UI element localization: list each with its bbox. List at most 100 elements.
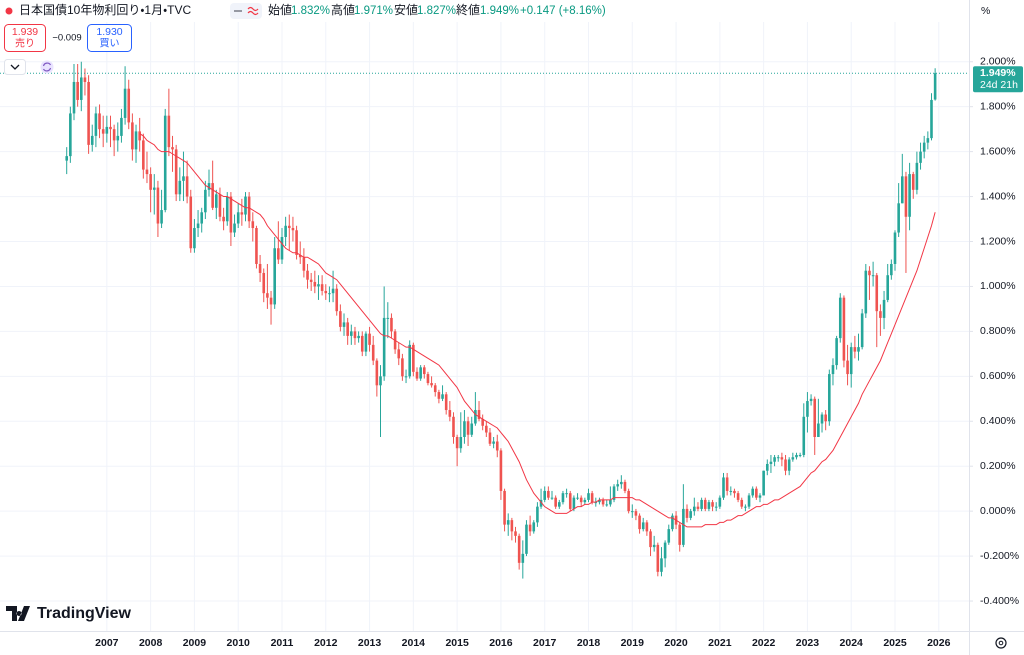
candle-body	[565, 493, 568, 495]
candle-body	[466, 421, 470, 435]
candle-body	[251, 221, 255, 229]
candle-body	[109, 126, 112, 130]
unit-label: %	[981, 5, 990, 17]
candle-body	[412, 344, 415, 372]
low-label: 安値	[394, 2, 418, 17]
candle-body	[700, 499, 703, 509]
candle-body	[652, 544, 656, 548]
compare-buttons[interactable]	[230, 3, 262, 19]
candle-body	[247, 196, 251, 222]
candle-body	[868, 270, 871, 276]
candle-body	[339, 311, 342, 327]
candle-body	[547, 490, 550, 498]
candle-body	[142, 140, 145, 170]
candle-body	[765, 463, 769, 471]
candle-body	[269, 297, 273, 305]
candle-body	[517, 535, 521, 563]
candle-body	[922, 142, 926, 152]
candle-body	[634, 511, 638, 516]
buy-button[interactable]	[87, 24, 132, 52]
open-label: 始値	[268, 2, 292, 17]
candle-body	[663, 542, 667, 559]
collapse-button[interactable]	[4, 59, 26, 75]
candle-body	[886, 275, 890, 300]
x-tick-label: 2015	[445, 637, 469, 649]
candle-body	[215, 194, 218, 208]
candle-body	[200, 212, 204, 224]
change-value: +0.147 (+8.16%)	[520, 5, 606, 17]
high-label: 高値	[331, 2, 355, 17]
candle-body	[426, 374, 430, 384]
candle-body	[309, 279, 313, 282]
sell-button[interactable]	[4, 24, 46, 52]
candle-body	[415, 371, 419, 379]
candle-body	[419, 367, 422, 379]
candle-body	[762, 470, 765, 496]
x-tick-label: 2021	[708, 637, 732, 649]
candle-body	[160, 210, 163, 224]
candle-body	[291, 228, 295, 231]
x-tick-label: 2026	[927, 637, 951, 649]
price-tag	[973, 66, 1023, 93]
candle-body	[145, 169, 149, 175]
candle-body	[488, 432, 492, 444]
y-tick-label: 2.000%	[980, 56, 1016, 68]
y-tick-label: 0.600%	[980, 370, 1016, 382]
x-tick-label: 2017	[533, 637, 557, 649]
candle-body	[576, 497, 579, 499]
refresh-button[interactable]	[40, 60, 54, 74]
candle-body	[714, 506, 718, 508]
sell-price: 1.939	[12, 26, 38, 38]
candle-body	[641, 522, 645, 530]
candle-body	[853, 347, 857, 352]
candle-body	[255, 228, 258, 264]
candle-body	[360, 335, 364, 352]
candle-body	[211, 183, 214, 208]
candle-body	[594, 502, 598, 504]
candle-body	[871, 275, 875, 277]
candle-body	[481, 419, 484, 426]
x-tick-label: 2007	[95, 637, 119, 649]
candle-body	[678, 524, 682, 545]
x-tick-label: 2016	[489, 637, 513, 649]
candle-body	[87, 81, 90, 145]
candle-body	[262, 272, 266, 294]
candle-body	[335, 288, 339, 312]
x-tick-label: 2022	[752, 637, 776, 649]
price-tag-value: 1.949%	[980, 67, 1016, 79]
candle-body	[849, 347, 853, 375]
candle-body	[722, 477, 725, 498]
candle-body	[532, 522, 536, 532]
candle-body	[331, 288, 335, 294]
y-tick-label: 0.400%	[980, 415, 1016, 427]
candle-body	[404, 376, 408, 378]
candle-body	[598, 499, 601, 503]
x-tick-label: 2011	[271, 637, 294, 649]
candle-body	[583, 499, 587, 503]
candle-body	[809, 398, 813, 402]
candle-body	[218, 194, 222, 217]
candle-body	[729, 490, 733, 492]
candle-body	[838, 297, 842, 339]
refresh-icon	[42, 62, 52, 72]
candle-body	[747, 495, 751, 507]
candle-body	[510, 520, 514, 532]
candle-body	[689, 511, 692, 518]
candle-body	[773, 457, 776, 462]
x-tick-label: 2009	[183, 637, 207, 649]
candle-body	[919, 151, 922, 163]
close-label: 終値	[456, 2, 480, 17]
candle-body	[364, 333, 368, 352]
candle-body	[163, 115, 167, 211]
candle-body	[933, 73, 937, 100]
candle-body	[605, 504, 609, 506]
chevron-icon	[10, 64, 20, 70]
candle-body	[495, 441, 499, 451]
candle-body	[371, 344, 375, 361]
candle-body	[277, 248, 280, 260]
candle-body	[649, 531, 652, 548]
buy-price: 1.930	[96, 26, 122, 38]
candle-body	[492, 441, 495, 444]
settings-button[interactable]	[995, 637, 1007, 649]
